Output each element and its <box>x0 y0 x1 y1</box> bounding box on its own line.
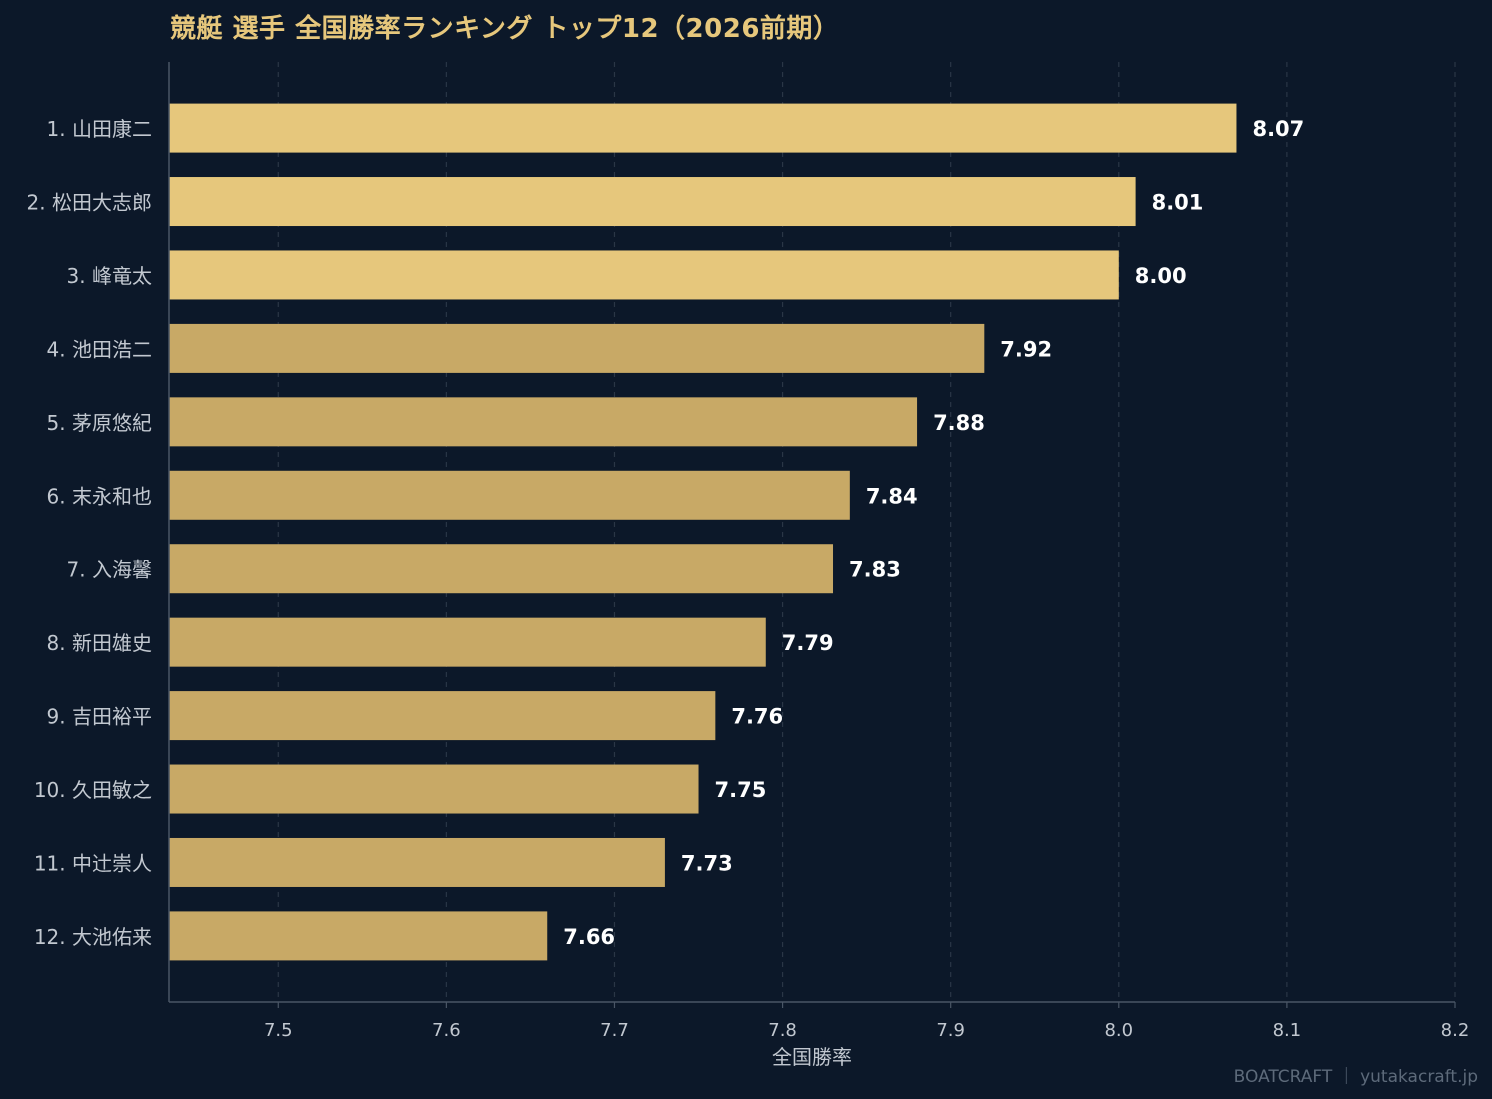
data-label: 7.92 <box>1000 337 1052 361</box>
x-tick-label: 7.8 <box>768 1020 797 1041</box>
bar <box>169 250 1119 300</box>
y-tick-label: 6. 末永和也 <box>47 484 152 508</box>
y-tick-label: 10. 久田敏之 <box>34 778 152 802</box>
bar <box>169 397 918 447</box>
bar <box>169 323 985 373</box>
x-axis-label: 全国勝率 <box>772 1045 852 1069</box>
y-tick-label: 3. 峰竜太 <box>67 264 152 288</box>
data-label: 7.76 <box>731 705 783 729</box>
bar <box>169 177 1136 227</box>
x-tick-label: 7.6 <box>432 1020 461 1041</box>
y-tick-label: 8. 新田雄史 <box>47 631 152 655</box>
data-label: 7.66 <box>563 925 615 949</box>
y-tick-label: 2. 松田大志郎 <box>27 191 152 215</box>
x-tick-label: 8.1 <box>1273 1020 1302 1041</box>
x-tick-label: 8.2 <box>1441 1020 1470 1041</box>
bar <box>169 103 1237 153</box>
bar <box>169 470 850 520</box>
x-tick-label: 7.9 <box>936 1020 965 1041</box>
data-label: 8.00 <box>1135 264 1187 288</box>
x-tick-label: 8.0 <box>1104 1020 1133 1041</box>
credit-footer: BOATCRAFT ｜ yutakacraft.jp <box>1233 1067 1478 1087</box>
y-tick-label: 9. 吉田裕平 <box>47 705 152 729</box>
data-label: 7.79 <box>782 631 834 655</box>
bar <box>169 911 548 961</box>
chart-title: 競艇 選手 全国勝率ランキング トップ12（2026前期） <box>170 14 840 44</box>
bar <box>169 837 665 887</box>
data-label: 7.73 <box>681 851 733 875</box>
y-tick-label: 5. 茅原悠紀 <box>47 411 152 435</box>
data-label: 7.84 <box>866 484 918 508</box>
bar <box>169 617 766 667</box>
bar <box>169 544 834 594</box>
y-tick-label: 7. 入海馨 <box>67 558 152 582</box>
bar <box>169 691 716 741</box>
y-tick-label: 4. 池田浩二 <box>47 337 152 361</box>
bar <box>169 764 699 814</box>
y-tick-label: 12. 大池佑来 <box>34 925 152 949</box>
data-label: 8.07 <box>1252 117 1304 141</box>
data-label: 7.88 <box>933 411 985 435</box>
data-label: 7.83 <box>849 558 901 582</box>
y-tick-label: 11. 中辻崇人 <box>34 851 152 875</box>
x-tick-label: 7.5 <box>264 1020 293 1041</box>
data-label: 7.75 <box>715 778 767 802</box>
y-tick-label: 1. 山田康二 <box>47 117 152 141</box>
data-label: 8.01 <box>1152 191 1204 215</box>
x-tick-label: 7.7 <box>600 1020 629 1041</box>
